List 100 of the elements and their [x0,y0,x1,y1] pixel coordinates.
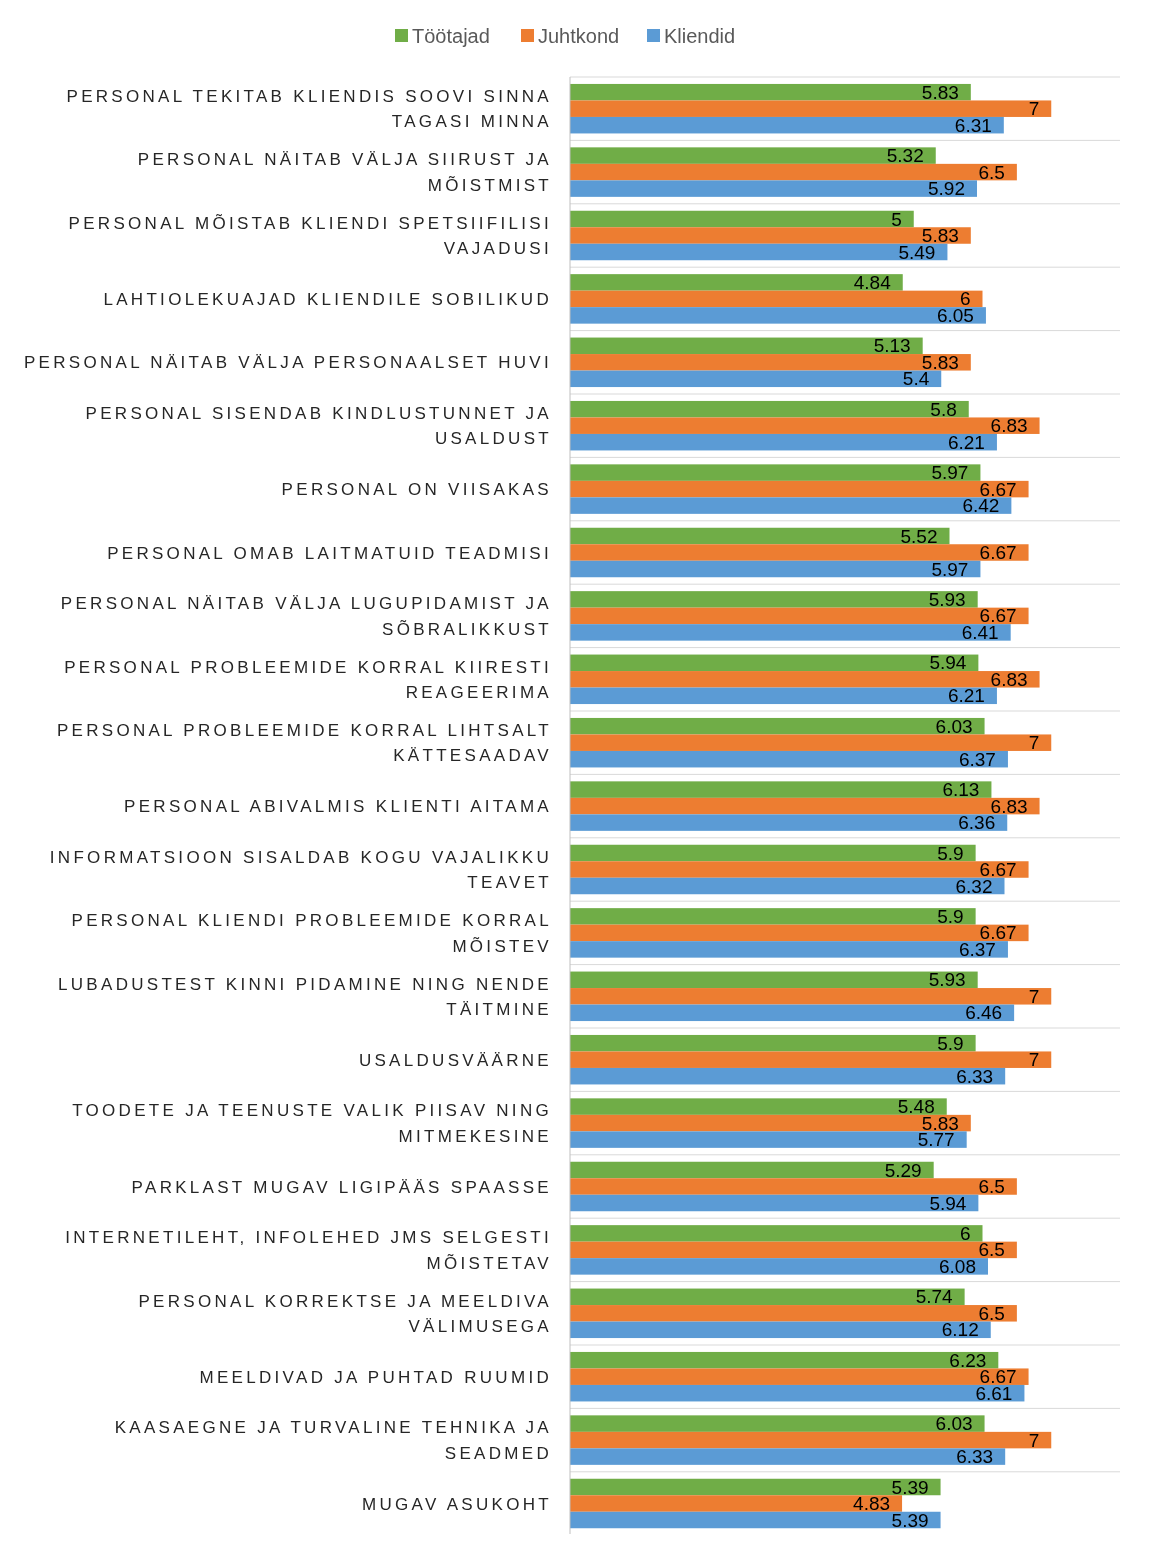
bar [570,607,1029,625]
data-label: 6.83 [990,668,1028,690]
bar [570,814,1008,831]
bar [570,750,1008,768]
bar [570,100,1052,117]
data-label: 5.94 [929,652,967,674]
data-label: 5.97 [931,462,969,484]
bar [570,147,936,164]
bar [570,908,976,925]
data-label: 6.21 [947,685,985,707]
data-label: 6.5 [978,1176,1005,1197]
data-label: 6.03 [935,715,973,737]
bar [570,1241,1017,1259]
bar [570,163,1017,181]
bar [570,1131,967,1148]
data-label: 5.9 [937,842,964,864]
bar [570,1384,1025,1402]
y-tick-label: INFORMATSIOON SISALDAB KOGU VAJALIKKU TEAVET [49,847,552,893]
bar [570,1511,941,1529]
y-tick-label: USALDUSVÄÄRNE [358,1050,552,1070]
data-label: 6.12 [941,1319,979,1341]
bar [570,337,923,355]
legend-label: Kliendid [664,25,736,47]
y-tick-label: PERSONAL NÄITAB VÄLJA SIIRUST JA MÕISTMIST [137,150,552,195]
bar [570,464,981,481]
data-label: 6.21 [947,431,985,453]
bar [570,1305,1017,1322]
bar [570,1448,1006,1465]
data-label: 4.83 [853,1493,891,1514]
y-tick-label: LUBADUSTEST KINNI PIDAMINE NING NENDE TÄITMINE [58,974,552,1020]
bar [570,844,976,862]
data-label: 6.03 [935,1413,973,1435]
data-label: 6.08 [939,1255,976,1277]
data-label: 6.33 [956,1446,994,1468]
data-label: 6.5 [978,1239,1005,1261]
data-label: 5.9 [937,905,964,927]
bar [570,1051,1052,1068]
bar [570,877,1005,895]
y-tick-label: PARKLAST MUGAV LIGIPÄÄS SPAASSE [131,1177,552,1197]
bar [570,924,1029,942]
y-tick-label: PERSONAL KLIENDI PROBLEEMIDE KORRAL MÕISTEV [71,911,552,956]
data-label: 5.97 [931,558,969,580]
bar [570,274,903,291]
bar [570,717,985,735]
bar [570,1194,979,1212]
data-label: 5.94 [929,1192,967,1214]
y-tick-label: PERSONAL TEKITAB KLIENDIS SOOVI SINNA TAGASI MINNA [66,86,552,132]
bar [570,544,1029,561]
bar [570,624,1011,641]
bar [570,1431,1052,1449]
data-label: 4.84 [853,271,892,293]
data-label: 5.8 [930,398,957,420]
bar [570,116,1004,134]
bar [570,1478,941,1496]
bar [570,180,977,197]
data-label: 5.32 [886,145,924,167]
bar [570,417,1040,434]
bar [570,687,997,705]
bar [570,560,981,578]
y-tick-label: PERSONAL NÄITAB VÄLJA LUGUPIDAMIST JA SÕBRALIKKUST [60,594,552,639]
bar [570,988,1052,1005]
data-label: 6.67 [979,542,1017,563]
y-tick-label: PERSONAL SISENDAB KINDLUSTUNNET JA USALDUST [85,403,552,449]
data-label: 5.39 [891,1509,929,1531]
bar [570,527,950,545]
data-label: 5.9 [937,1032,964,1054]
data-label: 7 [1028,1429,1040,1451]
bar [570,1351,999,1369]
data-label: 6.5 [978,1302,1005,1324]
bar [570,1004,1015,1022]
y-tick-label: PERSONAL PROBLEEMIDE KORRAL KIIRESTI REAGEERIMA [64,657,552,703]
data-label: 5.83 [921,81,959,103]
y-tick-label: PERSONAL KORREKTSE JA MEELDIVA VÄLIMUSEGA [138,1291,552,1337]
data-label: 6.31 [954,114,992,136]
bar [570,734,1052,751]
data-label: 6 [959,1222,971,1244]
bar [570,971,978,989]
y-tick-label: PERSONAL NÄITAB VÄLJA PERSONAALSET HUVI [23,353,552,373]
bar [570,83,971,101]
bar [570,290,983,308]
data-label: 5.93 [928,969,966,991]
y-tick-label: PERSONAL MÕISTAB KLIENDI SPETSIIFILISI VAJADUSI [68,213,552,259]
bar [570,354,971,371]
bar [570,307,986,324]
y-tick-label: MEELDIVAD JA PUHTAD RUUMID [199,1367,552,1387]
data-label: 5.74 [915,1286,954,1308]
bar [570,433,997,451]
bar [570,1067,1006,1085]
legend-label: Juhtkond [538,25,620,47]
data-label: 6.37 [958,748,996,770]
bar [570,941,1008,958]
legend-label: Töötajad [412,25,490,47]
bar [570,654,979,672]
bar [570,1098,947,1115]
bar [570,591,978,608]
y-tick-label: TOODETE JA TEENUSTE VALIK PIISAV NING MITMEKESINE [72,1101,552,1146]
bar [570,671,1040,688]
bar [570,1258,988,1275]
bar [570,1225,983,1242]
data-label: 6.33 [956,1065,994,1087]
